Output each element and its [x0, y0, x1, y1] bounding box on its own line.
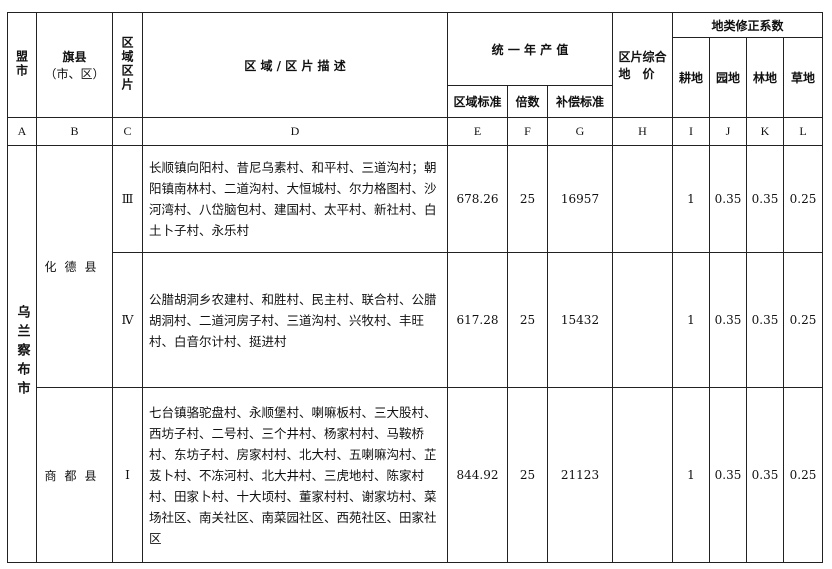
header-banner-county: 旗县 （市、区）: [36, 12, 113, 118]
code-cell: F: [507, 117, 548, 146]
zone-standard-cell: 678.26: [447, 145, 508, 253]
forest-cell: 0.35: [746, 145, 784, 253]
header-land-coefficient: 地类修正系数: [671, 12, 824, 38]
header-league-city: 盟市: [7, 12, 37, 118]
multiple-cell: 25: [507, 145, 548, 253]
cultivated-cell: 1: [672, 252, 710, 388]
compensation-cell: 16957: [547, 145, 613, 253]
garden-cell: 0.35: [709, 387, 747, 563]
header-forest: 林地: [746, 37, 784, 118]
zone-standard-cell: 617.28: [447, 252, 508, 388]
code-cell: A: [7, 117, 37, 146]
table-row: 商都县 Ⅰ 七台镇骆驼盘村、永顺堡村、喇嘛板村、三大股村、西坊子村、二号村、三个…: [8, 387, 824, 563]
zone-cell: Ⅰ: [112, 387, 143, 563]
land-price-table: 盟市 旗县 （市、区） 区域区片 区 域 / 区 片 描 述 统 一 年 产 值 …: [7, 12, 824, 563]
header-zone-standard: 区域标准: [447, 85, 508, 118]
code-cell: L: [782, 117, 824, 146]
code-cell: C: [112, 117, 143, 146]
garden-cell: 0.35: [709, 145, 747, 253]
header-compensation-standard: 补偿标准: [547, 85, 613, 118]
description-cell: 七台镇骆驼盘村、永顺堡村、喇嘛板村、三大股村、西坊子村、二号村、三个井村、杨家村…: [142, 387, 448, 563]
code-cell: J: [709, 117, 747, 146]
description-cell: 公腊胡洞乡农建村、和胜村、民主村、联合村、公腊胡洞村、二道河房子村、三道沟村、兴…: [142, 252, 448, 388]
header-garden: 园地: [709, 37, 747, 118]
column-code-row: A B C D E F G H I J K L: [7, 117, 824, 146]
code-cell: G: [547, 117, 613, 146]
multiple-cell: 25: [507, 252, 548, 388]
header-cultivated: 耕地: [672, 37, 710, 118]
code-cell: B: [36, 117, 113, 146]
county-cell: 化德县: [36, 145, 113, 388]
grass-cell: 0.25: [782, 145, 824, 253]
description-cell: 长顺镇向阳村、昔尼乌素村、和平村、三道沟村；朝阳镇南林村、二道沟村、大恒城村、尔…: [142, 145, 448, 253]
zone-cell: Ⅳ: [112, 252, 143, 388]
code-cell: K: [746, 117, 784, 146]
zone-cell: Ⅲ: [112, 145, 143, 253]
code-cell: H: [612, 117, 673, 146]
header-multiple: 倍数: [507, 85, 548, 118]
code-cell: I: [672, 117, 710, 146]
header-grass: 草地: [782, 37, 824, 118]
header-description: 区 域 / 区 片 描 述: [142, 12, 448, 118]
code-cell: D: [142, 117, 448, 146]
composite-price-cell: [612, 252, 673, 388]
table-row: Ⅳ 公腊胡洞乡农建村、和胜村、民主村、联合村、公腊胡洞村、二道河房子村、三道沟村…: [8, 252, 824, 388]
header-annual-output: 统 一 年 产 值: [447, 12, 613, 86]
league-city-cell: 乌兰察布市: [7, 145, 37, 563]
code-cell: E: [447, 117, 508, 146]
composite-price-cell: [612, 387, 673, 563]
table-row: 乌兰察布市 化德县 Ⅲ 长顺镇向阳村、昔尼乌素村、和平村、三道沟村；朝阳镇南林村…: [7, 145, 824, 563]
header-composite-price: 区片综合地 价: [612, 12, 673, 118]
header-zone: 区域区片: [112, 12, 143, 118]
forest-cell: 0.35: [746, 252, 784, 388]
grass-cell: 0.25: [782, 252, 824, 388]
cultivated-cell: 1: [672, 387, 710, 563]
compensation-cell: 15432: [547, 252, 613, 388]
garden-cell: 0.35: [709, 252, 747, 388]
zone-standard-cell: 844.92: [447, 387, 508, 563]
compensation-cell: 21123: [547, 387, 613, 563]
grass-cell: 0.25: [782, 387, 824, 563]
cultivated-cell: 1: [672, 145, 710, 253]
multiple-cell: 25: [507, 387, 548, 563]
composite-price-cell: [612, 145, 673, 253]
county-cell: 商都县: [36, 387, 113, 563]
forest-cell: 0.35: [746, 387, 784, 563]
